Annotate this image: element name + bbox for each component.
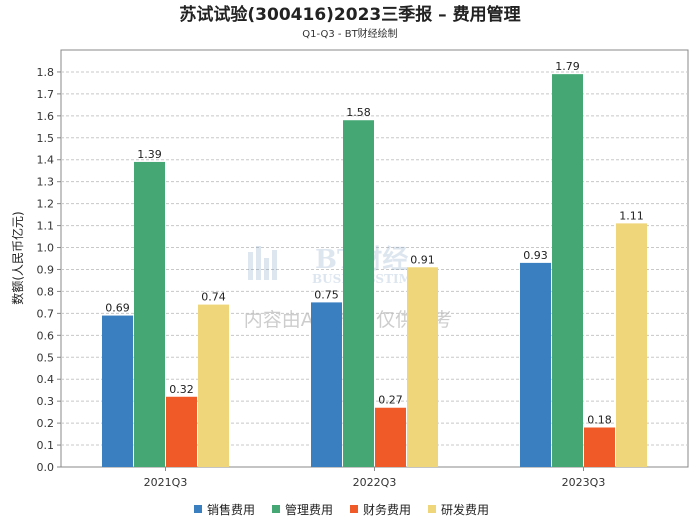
legend-swatch <box>350 505 358 513</box>
y-tick-label: 1.8 <box>37 66 55 79</box>
y-tick-label: 1.7 <box>37 88 55 101</box>
y-tick-label: 0.2 <box>37 417 55 430</box>
x-tick-label: 2022Q3 <box>353 476 397 489</box>
data-label: 0.91 <box>410 253 435 266</box>
data-label: 0.27 <box>378 394 403 407</box>
bar <box>375 408 406 467</box>
bar <box>198 305 229 467</box>
legend-label: 财务费用 <box>363 502 411 517</box>
legend-label: 销售费用 <box>207 502 255 517</box>
y-tick-label: 1.5 <box>37 132 55 145</box>
x-tick-label: 2021Q3 <box>144 476 188 489</box>
data-label: 0.75 <box>314 288 339 301</box>
bar <box>552 74 583 467</box>
bar <box>134 162 165 467</box>
x-tick-label: 2023Q3 <box>562 476 606 489</box>
bar <box>520 263 551 467</box>
data-label: 0.93 <box>523 249 548 262</box>
data-label: 0.74 <box>201 291 226 304</box>
y-axis-label: 数额(人民币亿元) <box>10 211 25 304</box>
y-tick-label: 0.6 <box>37 329 55 342</box>
legend-swatch <box>272 505 280 513</box>
chart: 苏试试验(300416)2023三季报 – 费用管理 Q1-Q3 - BT财经绘… <box>0 0 700 524</box>
y-tick-label: 0.7 <box>37 307 55 320</box>
data-label: 0.69 <box>105 302 130 315</box>
y-tick-label: 0.5 <box>37 351 55 364</box>
bar <box>584 427 615 467</box>
bar <box>407 267 438 467</box>
bar <box>102 316 133 467</box>
y-tick-label: 0.8 <box>37 285 55 298</box>
data-label: 1.58 <box>346 106 371 119</box>
y-tick-label: 0.9 <box>37 263 55 276</box>
y-tick-label: 0.0 <box>37 461 55 474</box>
chart-title: 苏试试验(300416)2023三季报 – 费用管理 <box>179 4 520 25</box>
legend: 销售费用 管理费用 财务费用 研发费用 <box>194 502 489 517</box>
y-tick-label: 1.6 <box>37 110 55 123</box>
y-tick-label: 1.4 <box>37 154 55 167</box>
legend-label: 管理费用 <box>285 502 333 517</box>
y-axis: 0.0 0.1 0.2 0.3 0.4 0.5 0.6 0.7 0.8 0.9 1.0 1.1 1.2 1… <box>37 66 62 474</box>
y-tick-label: 1.3 <box>37 176 55 189</box>
data-label: 1.39 <box>137 148 162 161</box>
bar <box>343 120 374 467</box>
bar <box>311 302 342 467</box>
legend-swatch <box>194 505 202 513</box>
data-label: 1.79 <box>555 60 580 73</box>
legend-swatch <box>428 505 436 513</box>
data-label: 0.18 <box>587 413 612 426</box>
y-tick-label: 0.3 <box>37 395 55 408</box>
y-tick-label: 1.1 <box>37 220 55 233</box>
x-axis: 2021Q3 2022Q3 2023Q3 <box>144 467 606 489</box>
legend-label: 研发费用 <box>441 502 489 517</box>
y-tick-label: 1.0 <box>37 242 55 255</box>
bar <box>166 397 197 467</box>
watermark: BT财经 BUSINESSTIMES <box>248 244 430 286</box>
chart-subtitle: Q1-Q3 - BT财经绘制 <box>302 27 397 40</box>
y-tick-label: 0.4 <box>37 373 55 386</box>
data-label: 0.32 <box>169 383 194 396</box>
y-tick-label: 0.1 <box>37 439 55 452</box>
y-tick-label: 1.2 <box>37 198 55 211</box>
data-label: 1.11 <box>619 209 644 222</box>
bar <box>616 223 647 467</box>
